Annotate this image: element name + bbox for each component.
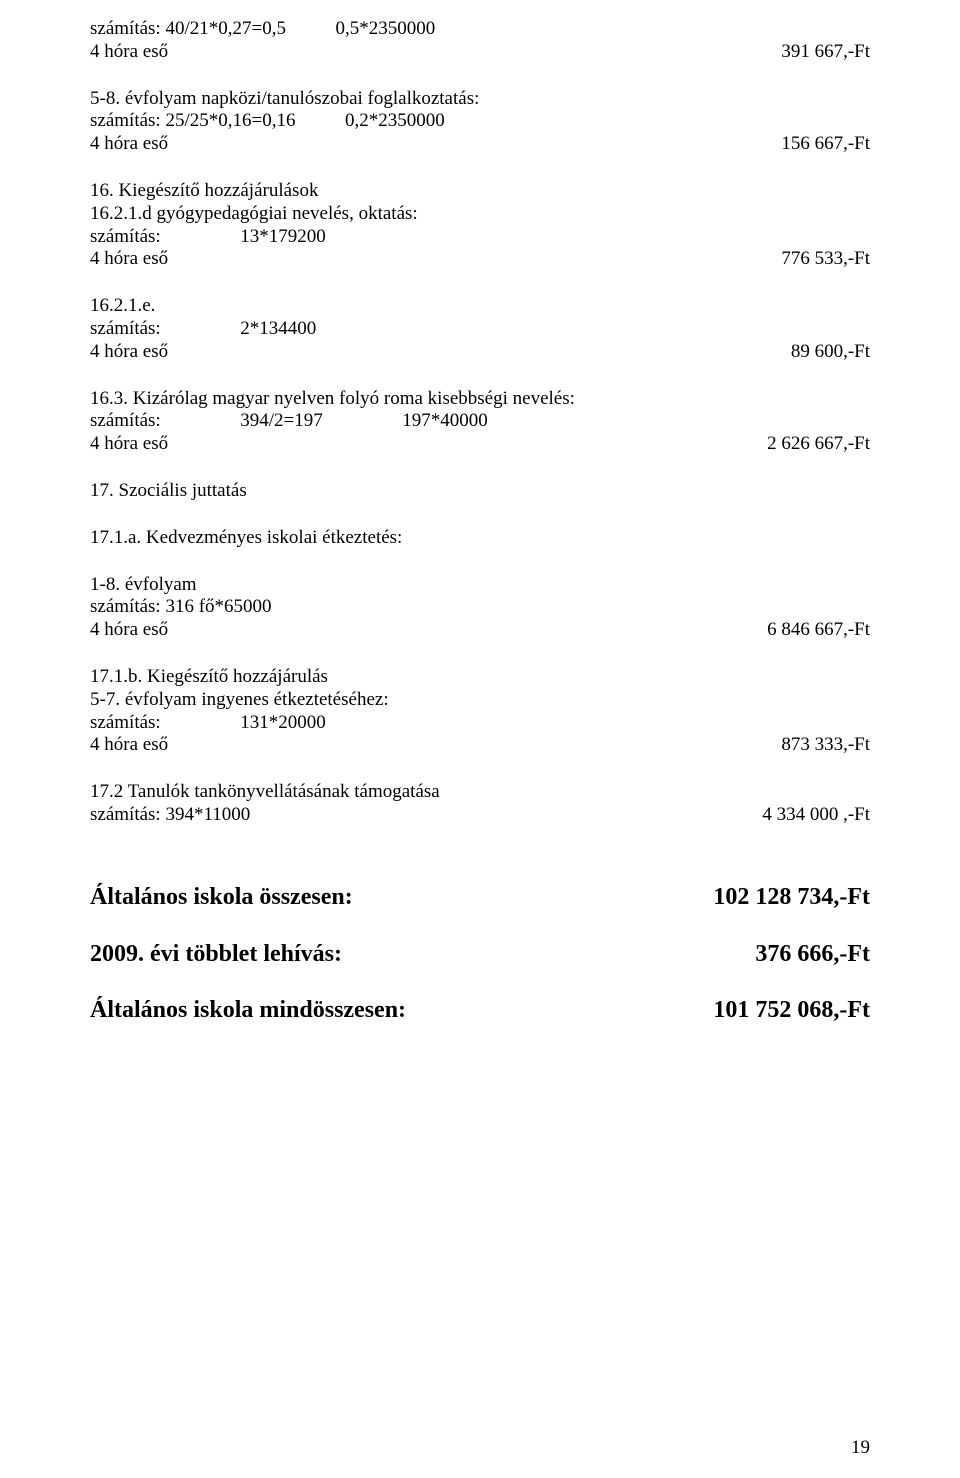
- value-row: 4 hóra eső 6 846 667,-Ft: [90, 619, 870, 642]
- value-row: 4 hóra eső 776 533,-Ft: [90, 248, 870, 271]
- section-1: számítás: 40/21*0,27=0,5 0,5*2350000 4 h…: [90, 18, 870, 64]
- value: 89 600,-Ft: [791, 341, 870, 364]
- calc-line: számítás: 25/25*0,16=0,16 0,2*2350000: [90, 110, 870, 133]
- calc-text: számítás:: [90, 318, 161, 339]
- total-value: 376 666,-Ft: [755, 940, 870, 969]
- total-value: 102 128 734,-Ft: [713, 883, 870, 912]
- total-label: 2009. évi többlet lehívás:: [90, 940, 755, 969]
- sub-title: 16.3. Kizárólag magyar nyelven folyó rom…: [90, 388, 870, 411]
- document-page: számítás: 40/21*0,27=0,5 0,5*2350000 4 h…: [0, 0, 960, 1478]
- calc-line: számítás: 316 fő*65000: [90, 596, 870, 619]
- total-row: Általános iskola mindösszesen: 101 752 0…: [90, 996, 870, 1025]
- value: 391 667,-Ft: [781, 41, 870, 64]
- total-row: Általános iskola összesen: 102 128 734,-…: [90, 883, 870, 912]
- calc-text: 0,5*2350000: [335, 18, 435, 39]
- value-row: 4 hóra eső 873 333,-Ft: [90, 734, 870, 757]
- label: 4 hóra eső: [90, 734, 781, 757]
- value: 776 533,-Ft: [781, 248, 870, 271]
- section-4: 17. Szociális juttatás 17.1.a. Kedvezmén…: [90, 480, 870, 827]
- value-row: 4 hóra eső 2 626 667,-Ft: [90, 433, 870, 456]
- calc-line: számítás: 2*134400: [90, 318, 870, 341]
- calc-text: számítás: 40/21*0,27=0,5: [90, 18, 286, 39]
- value: 6 846 667,-Ft: [767, 619, 870, 642]
- calc-text: számítás:: [90, 712, 161, 733]
- calc-text: 0,2*2350000: [345, 110, 445, 131]
- sub-title: 16.2.1.e.: [90, 295, 870, 318]
- section-2: 5-8. évfolyam napközi/tanulószobai fogla…: [90, 88, 870, 156]
- calc-text: számítás:: [90, 410, 161, 431]
- value: 873 333,-Ft: [781, 734, 870, 757]
- sub-title: 17.1.a. Kedvezményes iskolai étkeztetés:: [90, 527, 870, 550]
- section-title: 17. Szociális juttatás: [90, 480, 870, 503]
- total-row: 2009. évi többlet lehívás: 376 666,-Ft: [90, 940, 870, 969]
- page-number: 19: [851, 1437, 870, 1460]
- totals: Általános iskola összesen: 102 128 734,-…: [90, 883, 870, 1025]
- label: 4 hóra eső: [90, 619, 767, 642]
- label: 4 hóra eső: [90, 248, 781, 271]
- label: 4 hóra eső: [90, 133, 781, 156]
- value-row: 4 hóra eső 391 667,-Ft: [90, 41, 870, 64]
- label: 4 hóra eső: [90, 341, 791, 364]
- calc-text: számítás:: [90, 226, 161, 247]
- calc-line: számítás: 13*179200: [90, 226, 870, 249]
- calc-line: számítás: 394/2=197 197*40000: [90, 410, 870, 433]
- value-row: számítás: 394*11000 4 334 000 ,-Ft: [90, 804, 870, 827]
- value: 2 626 667,-Ft: [767, 433, 870, 456]
- section-3: 16. Kiegészítő hozzájárulások 16.2.1.d g…: [90, 180, 870, 456]
- calc-line: számítás: 131*20000: [90, 712, 870, 735]
- value: 156 667,-Ft: [781, 133, 870, 156]
- calc-text: 131*20000: [240, 712, 326, 733]
- calc-text: 394/2=197: [240, 410, 323, 431]
- calc-text: számítás: 25/25*0,16=0,16: [90, 110, 295, 131]
- calc-text: 13*179200: [240, 226, 326, 247]
- total-value: 101 752 068,-Ft: [713, 996, 870, 1025]
- value-row: 4 hóra eső 89 600,-Ft: [90, 341, 870, 364]
- calc-text: 197*40000: [402, 410, 488, 431]
- label: 4 hóra eső: [90, 41, 781, 64]
- calc-line: számítás: 40/21*0,27=0,5 0,5*2350000: [90, 18, 870, 41]
- sub-title: 1-8. évfolyam: [90, 574, 870, 597]
- value: 4 334 000 ,-Ft: [762, 804, 870, 827]
- calc-text: 2*134400: [240, 318, 316, 339]
- sub-title: 16.2.1.d gyógypedagógiai nevelés, oktatá…: [90, 203, 870, 226]
- sub-title: 17.2 Tanulók tankönyvellátásának támogat…: [90, 781, 870, 804]
- total-label: Általános iskola összesen:: [90, 883, 713, 912]
- sub-title: 5-7. évfolyam ingyenes étkeztetéséhez:: [90, 689, 870, 712]
- total-label: Általános iskola mindösszesen:: [90, 996, 713, 1025]
- calc-line: számítás: 394*11000: [90, 804, 762, 827]
- label: 4 hóra eső: [90, 433, 767, 456]
- section-title: 16. Kiegészítő hozzájárulások: [90, 180, 870, 203]
- value-row: 4 hóra eső 156 667,-Ft: [90, 133, 870, 156]
- section-title: 5-8. évfolyam napközi/tanulószobai fogla…: [90, 88, 870, 111]
- sub-title: 17.1.b. Kiegészítő hozzájárulás: [90, 666, 870, 689]
